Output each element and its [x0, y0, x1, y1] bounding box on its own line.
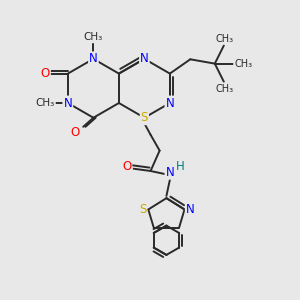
Text: N: N — [186, 203, 195, 216]
Text: CH₃: CH₃ — [84, 32, 103, 42]
Text: N: N — [140, 52, 149, 65]
Text: N: N — [64, 97, 72, 110]
Text: S: S — [141, 111, 148, 124]
Text: N: N — [89, 52, 98, 65]
Text: O: O — [71, 126, 80, 139]
Text: S: S — [139, 203, 146, 216]
Text: N: N — [166, 97, 174, 110]
Text: N: N — [165, 166, 174, 178]
Text: O: O — [40, 67, 50, 80]
Text: CH₃: CH₃ — [234, 58, 252, 69]
Text: CH₃: CH₃ — [216, 83, 234, 94]
Text: O: O — [122, 160, 131, 173]
Text: CH₃: CH₃ — [216, 34, 234, 44]
Text: H: H — [176, 160, 184, 173]
Text: CH₃: CH₃ — [36, 98, 55, 108]
